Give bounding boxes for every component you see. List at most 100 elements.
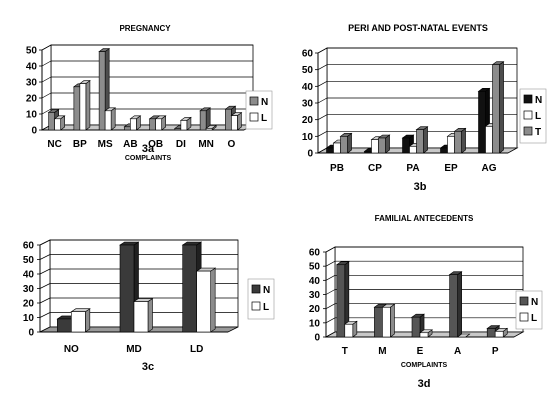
grid-line — [39, 268, 51, 275]
bar-front — [419, 332, 429, 338]
x-category-label: P — [492, 346, 499, 357]
bar-front — [340, 136, 348, 154]
bar-3d-L-T — [343, 320, 358, 338]
bar-front — [486, 328, 496, 338]
y-tick-label: 60 — [302, 49, 314, 60]
x-category-label: AB — [123, 139, 137, 150]
legend-label: L — [263, 302, 269, 313]
bar-front — [333, 142, 341, 154]
grid-line — [317, 64, 328, 70]
figure-caption: 3d — [418, 378, 431, 390]
chart-title: FAMILIAL ANTECEDENTS — [375, 214, 474, 223]
legend-swatch — [519, 296, 529, 306]
bar-front — [57, 318, 72, 333]
x-category-label: EP — [444, 163, 458, 174]
bar-front — [416, 129, 424, 154]
bar-front — [478, 91, 486, 154]
chart-title: PERI AND POST-NATAL EVENTS — [348, 23, 488, 33]
bar-front — [382, 306, 391, 338]
grid-line — [41, 92, 52, 99]
chart-3a: PREGNANCY 0 10 20 30 40 50 NC BP MS AB OB DI MN O NL COM… — [26, 24, 273, 162]
y-tick-label: 30 — [26, 78, 38, 89]
figure-caption: 3b — [414, 181, 427, 193]
bar-side — [85, 308, 91, 333]
bar-front — [409, 146, 417, 154]
bar-front — [371, 139, 379, 154]
y-tick-label: 50 — [23, 255, 35, 266]
x-category-label: O — [227, 139, 235, 150]
bar-front — [104, 110, 112, 131]
bar-front — [485, 126, 493, 154]
y-tick-label: 10 — [302, 132, 314, 143]
chart-3b: PERI AND POST-NATAL EVENTS 0 10 20 30 40 50 60 P… — [302, 23, 547, 193]
bar-3b-T-PA — [415, 126, 429, 154]
x-axis-title: COMPLAINTS — [401, 362, 448, 369]
bar-side — [147, 297, 153, 333]
x-category-label: A — [454, 346, 461, 357]
grid-line — [39, 312, 51, 318]
grid-line — [39, 239, 51, 246]
x-category-label: PB — [330, 163, 344, 174]
bar-front — [494, 331, 504, 338]
bar-side — [461, 127, 466, 154]
y-tick-label: 30 — [23, 284, 35, 295]
grid-line — [41, 76, 52, 83]
bar-front — [180, 120, 188, 131]
bar-side — [347, 132, 352, 154]
grid-line — [317, 97, 328, 104]
bar-front — [174, 128, 182, 131]
bar-front — [492, 64, 500, 154]
grid-line — [325, 246, 336, 253]
x-category-label: NO — [64, 344, 79, 355]
bar-side — [423, 126, 428, 154]
bar-front — [411, 316, 421, 338]
y-tick-label: 40 — [309, 276, 321, 287]
y-tick-label: 60 — [23, 241, 35, 252]
bar-3c-L-LD — [195, 267, 217, 333]
x-category-label: AG — [482, 163, 497, 174]
bar-side — [110, 107, 116, 131]
y-tick-label: 50 — [26, 46, 38, 57]
y-tick-label: 30 — [309, 290, 321, 301]
bar-front — [199, 110, 207, 131]
y-tick-label: 50 — [309, 262, 321, 273]
grid-line — [325, 317, 336, 324]
y-tick-label: 20 — [309, 304, 321, 315]
bar-3a-L-MN — [205, 124, 218, 131]
grid-line — [317, 114, 328, 120]
grid-line — [325, 289, 336, 295]
bar-3a-L-DI — [179, 116, 192, 131]
y-tick-label: 0 — [31, 126, 37, 137]
bar-side — [390, 303, 395, 338]
y-tick-label: 50 — [302, 65, 314, 76]
legend-label: N — [261, 97, 268, 108]
bar-3a-L-OB — [154, 115, 167, 131]
bar-top — [456, 333, 471, 338]
bar-side — [85, 80, 91, 131]
legend-swatch — [249, 112, 259, 122]
bar-3a-L-NC — [53, 115, 66, 131]
x-category-label: LD — [190, 344, 203, 355]
x-category-label: MD — [126, 344, 142, 355]
legend-swatch — [523, 110, 533, 120]
grid-line — [41, 108, 52, 115]
figure-caption: 3a — [142, 143, 155, 155]
y-tick-label: 0 — [307, 149, 313, 160]
bar-3d-L-E — [419, 329, 433, 338]
bar-side — [499, 61, 504, 154]
bar-3a-N-MN — [199, 107, 212, 131]
x-category-label: T — [342, 346, 348, 357]
y-tick-label: 20 — [302, 115, 314, 126]
x-category-label: OB — [148, 139, 163, 150]
y-tick-label: 10 — [26, 110, 38, 121]
bar-front — [231, 115, 238, 131]
x-category-label: E — [417, 346, 424, 357]
y-tick-label: 20 — [23, 299, 35, 310]
bar-front — [454, 131, 462, 154]
y-tick-label: 40 — [26, 62, 38, 73]
legend-swatch — [519, 312, 529, 322]
bar-3b-T-EP — [453, 127, 467, 154]
legend-label: T — [535, 127, 541, 138]
x-category-label: MS — [98, 139, 113, 150]
